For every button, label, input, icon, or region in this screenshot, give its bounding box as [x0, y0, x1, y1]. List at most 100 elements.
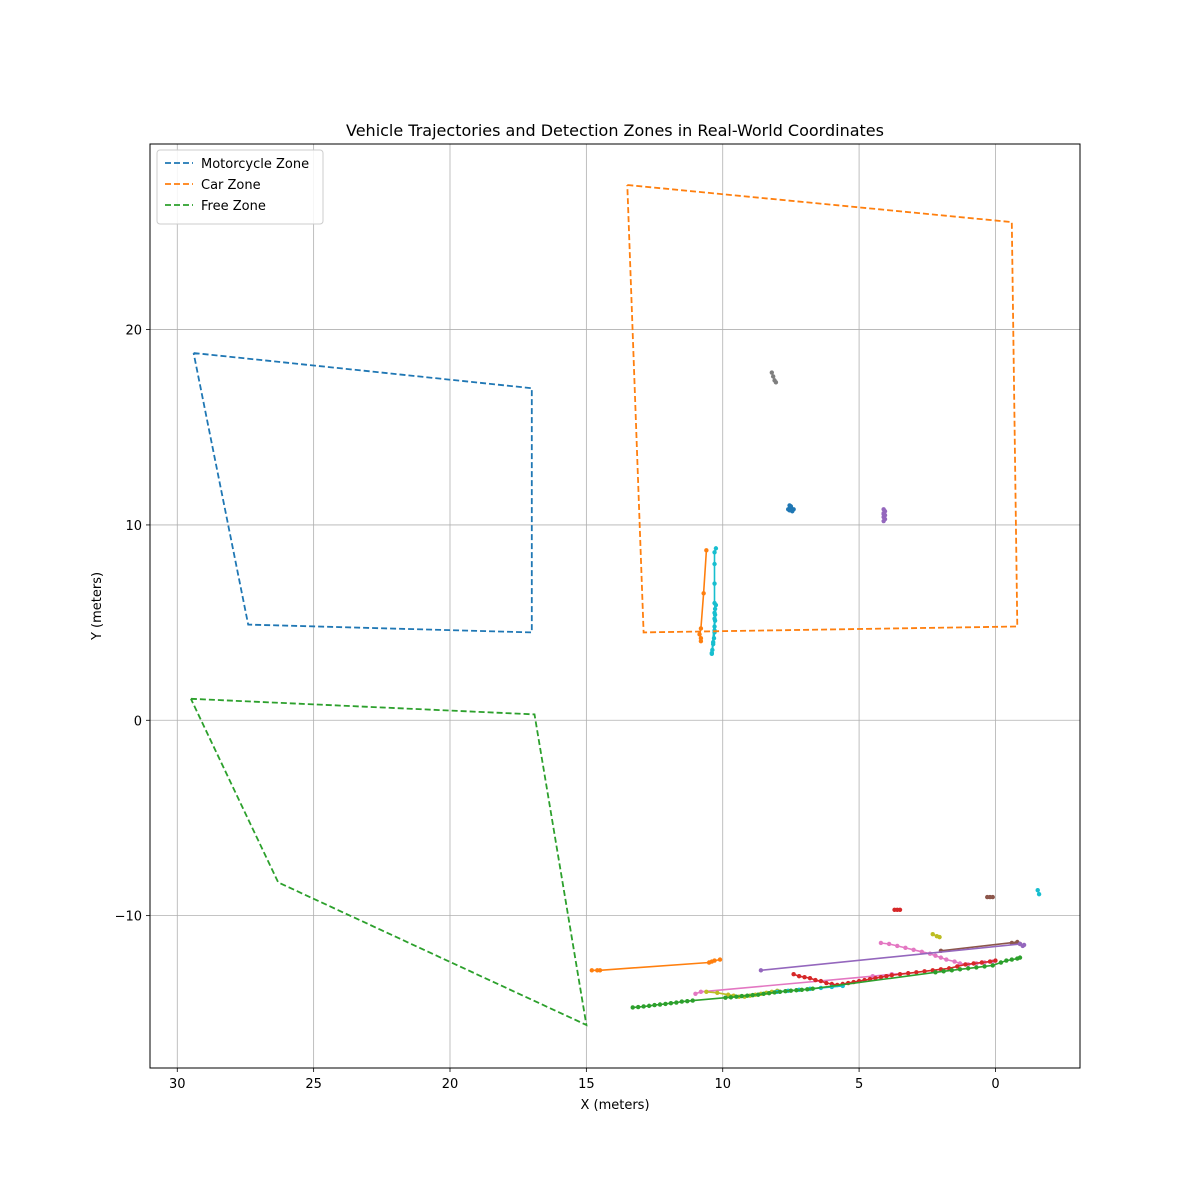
trajectory-point	[712, 561, 717, 567]
trajectory-point	[794, 988, 799, 993]
trajectory-point	[1036, 891, 1042, 897]
trajectory-point	[787, 508, 792, 513]
trajectory-point	[813, 977, 818, 983]
trajectory-point	[884, 973, 889, 979]
trajectory-point	[758, 968, 764, 973]
trajectory-point	[1017, 955, 1023, 960]
trajectory-point	[712, 550, 717, 555]
trajectory-point	[704, 989, 709, 995]
trajectory-2	[785, 503, 796, 514]
y-axis-label: Y (meters)	[90, 572, 105, 641]
trajectory-point	[957, 967, 963, 972]
trajectory-point	[897, 907, 903, 912]
trajectory-point	[873, 975, 878, 981]
trajectory-point	[712, 958, 717, 963]
trajectory-point	[818, 978, 824, 984]
trajectory-point	[881, 511, 886, 517]
trajectory-point	[734, 994, 739, 999]
trajectory-point	[998, 960, 1004, 965]
trajectory-point	[773, 380, 779, 385]
x-axis-label: X (meters)	[580, 1098, 649, 1113]
trajectory-point	[886, 941, 892, 947]
legend: Motorcycle Zone Car Zone Free Zone	[156, 149, 324, 225]
trajectory-point	[957, 961, 963, 966]
trajectory-point	[802, 974, 807, 980]
x-tick-label: 25	[305, 1077, 322, 1092]
trajectory-point	[919, 949, 925, 954]
trajectory-10	[930, 931, 942, 940]
trajectory-9	[1035, 888, 1042, 897]
trajectory-point	[750, 992, 755, 998]
trajectory-point	[903, 945, 908, 951]
trajectory-point	[791, 507, 796, 512]
trajectory-point	[755, 992, 761, 997]
trajectory-point	[652, 1002, 657, 1008]
trajectory-7	[892, 907, 903, 912]
zone-outline-motorcycle-zone	[192, 352, 533, 634]
legend-label: Motorcycle Zone	[201, 157, 309, 172]
trajectory-point	[712, 616, 717, 621]
trajectory-point	[679, 999, 685, 1004]
plot-frame	[149, 143, 1081, 1069]
trajectory-point	[938, 955, 944, 960]
trajectory-point	[941, 969, 946, 974]
trajectory-point	[723, 995, 728, 1000]
trajectory-point	[777, 989, 783, 995]
trajectory-point	[990, 894, 995, 900]
trajectory-point	[805, 987, 810, 992]
trajectory-point	[810, 986, 815, 991]
trajectory-point	[783, 989, 788, 994]
trajectory-point	[791, 972, 796, 977]
trajectory-point	[698, 989, 704, 995]
trajectory-point	[881, 518, 886, 524]
y-tick-label: 0	[134, 714, 142, 729]
trajectory-point	[693, 991, 698, 996]
trajectory-point	[770, 374, 776, 379]
trajectory-point	[761, 991, 766, 996]
trajectory-point	[772, 990, 777, 995]
trajectory-point	[635, 1004, 641, 1010]
trajectory-point	[745, 993, 750, 998]
trajectory-point	[944, 957, 949, 962]
trajectory-3	[881, 507, 888, 524]
legend-label: Free Zone	[201, 199, 266, 214]
trajectory-point	[685, 998, 690, 1004]
trajectory-point	[933, 970, 938, 975]
trajectory-point	[963, 962, 968, 967]
trajectory-point	[905, 971, 911, 976]
legend-box	[156, 149, 324, 225]
trajectory-point	[922, 969, 927, 974]
grid-layer	[150, 144, 1080, 1068]
trajectory-5	[709, 546, 719, 657]
trajectory-point	[709, 650, 715, 656]
trajectory-point	[796, 973, 802, 979]
trajectory-point	[710, 639, 716, 645]
trajectory-point	[971, 961, 976, 966]
x-tick-label: 0	[991, 1077, 999, 1092]
plot-area	[190, 184, 1042, 1027]
trajectory-6	[589, 957, 723, 973]
trajectory-point	[990, 963, 995, 968]
trajectory-point	[889, 973, 895, 978]
trajectory-point	[657, 1002, 663, 1007]
y-tick-label: 10	[125, 519, 142, 534]
trajectory-point	[712, 606, 718, 612]
trajectory-8	[985, 894, 995, 900]
trajectory-13	[758, 941, 1027, 973]
x-tick-label: 5	[855, 1077, 863, 1092]
trajectory-point	[974, 965, 979, 970]
trajectory-point	[807, 975, 813, 981]
trajectory-point	[949, 968, 955, 973]
trajectory-point	[914, 970, 919, 975]
x-tick-label: 15	[578, 1077, 595, 1092]
trajectory-point	[698, 638, 704, 644]
x-tick-label: 20	[442, 1077, 459, 1092]
trajectory-point	[728, 995, 734, 1000]
trajectory-point	[769, 370, 775, 375]
trajectory-point	[690, 998, 695, 1003]
trajectory-point	[704, 548, 709, 553]
trajectory-point	[937, 934, 942, 940]
trajectory-point	[712, 610, 717, 616]
trajectory-point	[1021, 942, 1027, 948]
